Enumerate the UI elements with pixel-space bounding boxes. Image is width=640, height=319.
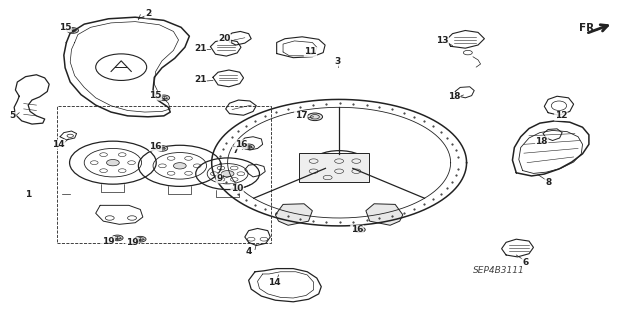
Text: 3: 3: [335, 57, 341, 66]
Text: 19: 19: [125, 238, 138, 247]
Polygon shape: [366, 204, 403, 225]
Text: 4: 4: [246, 247, 252, 256]
Text: 9: 9: [216, 174, 223, 183]
Text: 10: 10: [231, 184, 243, 193]
Circle shape: [354, 227, 365, 233]
Text: 2: 2: [145, 9, 151, 18]
Text: 16: 16: [235, 140, 247, 149]
Circle shape: [173, 163, 186, 169]
Text: 11: 11: [304, 48, 317, 56]
Text: 12: 12: [555, 111, 567, 120]
Text: 14: 14: [52, 140, 65, 149]
Text: 1: 1: [25, 190, 31, 199]
Text: 13: 13: [436, 36, 449, 45]
Circle shape: [156, 145, 168, 151]
Text: 16: 16: [149, 142, 162, 151]
Circle shape: [106, 160, 119, 166]
Bar: [58, 106, 271, 243]
Text: SEP4B3111: SEP4B3111: [472, 266, 524, 275]
Text: 18: 18: [447, 93, 460, 101]
Text: 15: 15: [149, 91, 162, 100]
Text: 21: 21: [194, 75, 207, 84]
Text: 19: 19: [102, 237, 115, 246]
Text: 16: 16: [351, 225, 364, 234]
Text: FR.: FR.: [579, 23, 599, 33]
Text: 18: 18: [536, 137, 548, 146]
Text: 20: 20: [218, 34, 230, 43]
Circle shape: [158, 95, 170, 101]
Circle shape: [134, 236, 146, 242]
Polygon shape: [299, 153, 369, 182]
Text: 8: 8: [545, 178, 551, 187]
Circle shape: [307, 113, 323, 121]
Circle shape: [111, 235, 123, 241]
Text: 14: 14: [268, 278, 280, 287]
Text: 21: 21: [194, 44, 207, 53]
Text: 17: 17: [294, 111, 307, 120]
Text: 6: 6: [522, 258, 528, 267]
Text: 7: 7: [233, 146, 239, 155]
Text: 5: 5: [10, 111, 16, 120]
Polygon shape: [275, 204, 312, 225]
Text: 15: 15: [59, 23, 72, 32]
Circle shape: [67, 28, 79, 33]
Circle shape: [243, 144, 254, 150]
Circle shape: [221, 171, 234, 177]
